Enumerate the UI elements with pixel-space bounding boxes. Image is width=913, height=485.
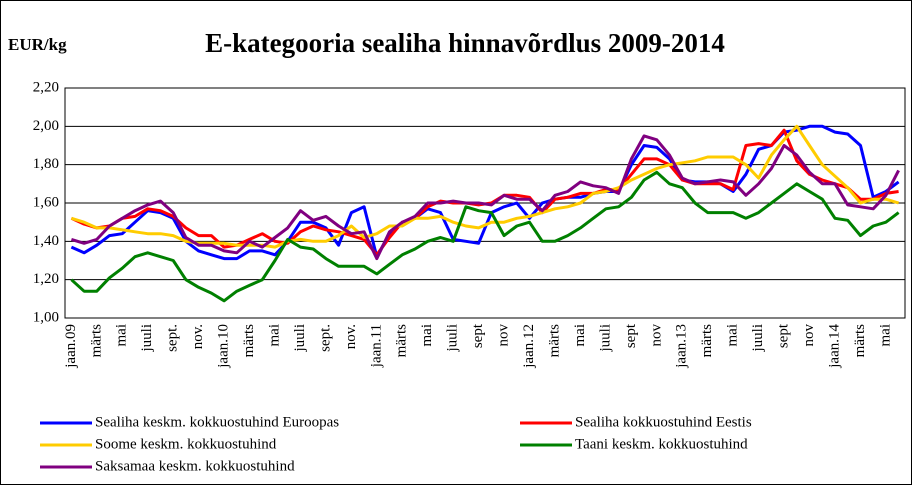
x-tick-label: jaan.12 — [521, 324, 537, 369]
y-tick-label: 1,80 — [33, 156, 59, 172]
x-tick-label: nov — [648, 324, 664, 347]
x-tick-label: mai — [572, 324, 588, 347]
x-tick-label: märts — [699, 324, 715, 357]
legend-label: Sealiha keskm. kokkuostuhind Euroopas — [95, 414, 339, 430]
plot-area — [64, 87, 906, 319]
x-tick-label: juuli — [445, 324, 461, 353]
y-axis-label: EUR/kg — [8, 35, 67, 54]
x-tick-label: jaan.13 — [674, 324, 690, 369]
y-tick-label: 1,00 — [33, 309, 59, 325]
x-tick-label: märts — [88, 324, 104, 357]
y-tick-label: 1,40 — [33, 233, 59, 249]
x-tick-label: jaan.10 — [216, 324, 232, 369]
x-tick-label: mai — [725, 324, 741, 347]
legend-label: Saksamaa keskm. kokkuostuhind — [95, 458, 295, 474]
x-tick-label: sept. — [165, 324, 181, 352]
x-tick-label: jaan.11 — [368, 324, 384, 368]
x-tick-label: märts — [852, 324, 868, 357]
x-tick-label: mai — [266, 324, 282, 347]
x-tick-label: sept — [776, 323, 792, 348]
series-line — [70, 124, 900, 261]
x-tick-label: nov. — [190, 324, 206, 349]
x-tick-label: märts — [394, 324, 410, 357]
y-tick-label: 1,20 — [33, 271, 59, 287]
chart-title: E-kategooria sealiha hinnavõrdlus 2009-2… — [205, 28, 725, 58]
legend-label: Soome keskm. kokkuostuhind — [95, 436, 277, 452]
series-line — [70, 170, 900, 303]
x-tick-label: jaan.14 — [826, 324, 842, 369]
x-tick-label: nov — [496, 324, 512, 347]
y-tick-label: 2,20 — [33, 79, 59, 95]
series-line — [70, 124, 900, 249]
x-tick-label: sept. — [317, 324, 333, 352]
x-tick-label: märts — [241, 324, 257, 357]
x-tick-label: märts — [546, 324, 562, 357]
x-tick-label: nov. — [343, 324, 359, 349]
x-tick-label: mai — [419, 324, 435, 347]
y-tick-label: 2,00 — [33, 118, 59, 134]
legend-label: Sealiha kokkuostuhind Eestis — [575, 414, 752, 430]
x-tick-label: mai — [114, 324, 130, 347]
x-tick-label: juuli — [292, 324, 308, 353]
y-tick-label: 1,60 — [33, 194, 59, 210]
series-line — [70, 134, 900, 261]
x-tick-label: jaan.09 — [63, 324, 79, 369]
legend-label: Taani keskm. kokkuostuhind — [575, 436, 748, 452]
x-tick-label: juuli — [139, 324, 155, 353]
x-tick-label: mai — [877, 324, 893, 347]
x-tick-label: juuli — [597, 324, 613, 353]
x-tick-label: sept — [623, 323, 639, 348]
x-tick-label: sept — [470, 323, 486, 348]
x-tick-label: juuli — [750, 324, 766, 353]
x-tick-label: nov — [801, 324, 817, 347]
